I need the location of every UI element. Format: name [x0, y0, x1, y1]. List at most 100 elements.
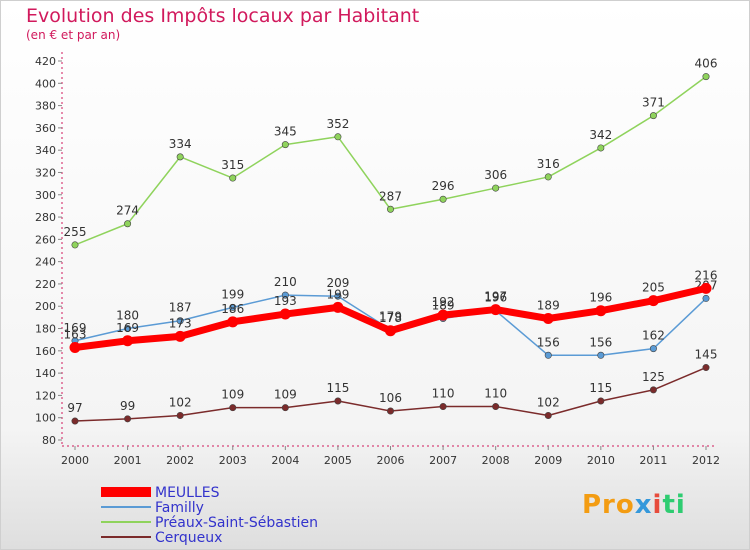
- data-point-meulles: [174, 330, 186, 342]
- data-point-meulles: [227, 316, 239, 328]
- data-point-familly: [597, 351, 605, 359]
- data-point-pr-aux-saint-s-bastien: [544, 173, 552, 181]
- legend-item-familly: Familly: [101, 500, 204, 516]
- series-line-pr-aux-saint-s-bastien: [74, 76, 707, 246]
- data-label-pr-aux-saint-s-bastien: 406: [695, 57, 718, 71]
- series-pr-aux-saint-s-bastien: 255 274 334 315 345 352 287 296 306 316 342 371 406: [64, 57, 718, 249]
- data-label-meulles: 216: [695, 268, 718, 282]
- data-label-familly: 189: [432, 298, 455, 312]
- data-point-cerqueux: [649, 386, 657, 394]
- data-point-cerqueux: [439, 403, 447, 411]
- data-point-meulles: [279, 308, 291, 320]
- y-tick-label: 120: [35, 389, 56, 402]
- data-label-cerqueux: 115: [326, 381, 349, 395]
- data-label-meulles: 186: [221, 302, 244, 316]
- data-point-familly: [124, 325, 132, 333]
- data-point-cerqueux: [71, 417, 79, 425]
- data-point-pr-aux-saint-s-bastien: [229, 174, 237, 182]
- y-tick-label: 320: [35, 166, 56, 179]
- y-tick-label: 420: [35, 55, 56, 68]
- data-label-meulles: 178: [379, 311, 402, 325]
- data-label-familly: 169: [64, 321, 87, 335]
- data-point-pr-aux-saint-s-bastien: [176, 153, 184, 161]
- legend-item-meulles: MEULLES: [101, 485, 220, 501]
- x-tick-label: 2006: [377, 454, 405, 467]
- data-label-pr-aux-saint-s-bastien: 371: [642, 96, 665, 110]
- y-tick-label: 280: [35, 211, 56, 224]
- y-tick-label: 340: [35, 144, 56, 157]
- data-point-meulles: [122, 335, 134, 347]
- data-point-meulles: [647, 295, 659, 307]
- chart-subtitle: (en € et par an): [26, 28, 121, 42]
- data-point-meulles: [332, 301, 344, 313]
- y-tick-label: 180: [35, 323, 56, 336]
- y-tick-label: 220: [35, 278, 56, 291]
- data-label-pr-aux-saint-s-bastien: 255: [64, 225, 87, 239]
- data-label-meulles: 197: [484, 290, 507, 304]
- data-point-cerqueux: [229, 404, 237, 412]
- data-label-familly: 187: [169, 301, 192, 315]
- data-point-familly: [334, 292, 342, 300]
- data-label-pr-aux-saint-s-bastien: 296: [432, 179, 455, 193]
- y-tick-label: 300: [35, 189, 56, 202]
- data-point-familly: [649, 345, 657, 353]
- data-label-pr-aux-saint-s-bastien: 342: [589, 128, 612, 142]
- legend-label: Familly: [155, 500, 204, 516]
- data-label-pr-aux-saint-s-bastien: 345: [274, 125, 297, 139]
- data-point-pr-aux-saint-s-bastien: [334, 133, 342, 141]
- data-point-meulles: [437, 309, 449, 321]
- data-point-pr-aux-saint-s-bastien: [597, 144, 605, 152]
- data-label-meulles: 196: [589, 291, 612, 305]
- data-point-cerqueux: [124, 415, 132, 423]
- data-label-cerqueux: 125: [642, 370, 665, 384]
- data-point-cerqueux: [176, 411, 184, 419]
- proxiti-logo: Proxiti: [582, 490, 686, 520]
- y-tick-label: 260: [35, 233, 56, 246]
- data-point-cerqueux: [492, 403, 500, 411]
- data-point-familly: [229, 303, 237, 311]
- data-label-meulles: 189: [537, 298, 560, 312]
- data-point-pr-aux-saint-s-bastien: [649, 112, 657, 120]
- data-label-familly: 156: [537, 335, 560, 349]
- data-label-cerqueux: 110: [484, 387, 507, 401]
- data-point-familly: [176, 317, 184, 325]
- x-tick-label: 2000: [61, 454, 89, 467]
- legend-label: Cerqueux: [155, 530, 222, 546]
- data-point-cerqueux: [334, 397, 342, 405]
- data-label-familly: 180: [116, 309, 139, 323]
- data-label-cerqueux: 109: [221, 388, 244, 402]
- legend-item-pr-aux-saint-s-bastien: Préaux-Saint-Sébastien: [101, 515, 318, 531]
- data-point-cerqueux: [544, 411, 552, 419]
- data-label-meulles: 173: [169, 316, 192, 330]
- data-label-cerqueux: 102: [537, 395, 560, 409]
- x-tick-label: 2009: [534, 454, 562, 467]
- data-label-pr-aux-saint-s-bastien: 287: [379, 189, 402, 203]
- data-label-familly: 196: [484, 291, 507, 305]
- data-label-cerqueux: 115: [589, 381, 612, 395]
- data-label-pr-aux-saint-s-bastien: 334: [169, 137, 192, 151]
- x-tick-label: 2002: [166, 454, 194, 467]
- x-tick-label: 2011: [639, 454, 667, 467]
- data-point-meulles: [69, 341, 81, 353]
- data-point-pr-aux-saint-s-bastien: [702, 73, 710, 81]
- data-point-familly: [702, 294, 710, 302]
- x-tick-label: 2004: [271, 454, 299, 467]
- data-point-pr-aux-saint-s-bastien: [281, 141, 289, 149]
- data-label-cerqueux: 145: [695, 348, 718, 362]
- y-tick-label: 80: [42, 434, 56, 447]
- data-label-familly: 209: [326, 276, 349, 290]
- data-point-cerqueux: [702, 364, 710, 372]
- data-point-familly: [281, 291, 289, 299]
- data-point-cerqueux: [386, 407, 394, 415]
- chart-title: Evolution des Impôts locaux par Habitant: [26, 5, 420, 27]
- data-point-familly: [544, 351, 552, 359]
- x-tick-label: 2001: [114, 454, 142, 467]
- series-cerqueux: 97 99 102 109 109 115 106 110 110 102 115 125 145: [67, 348, 717, 425]
- data-label-pr-aux-saint-s-bastien: 316: [537, 157, 560, 171]
- data-point-cerqueux: [597, 397, 605, 405]
- data-point-meulles: [595, 305, 607, 317]
- legend-label: MEULLES: [155, 485, 220, 501]
- data-point-meulles: [490, 304, 502, 316]
